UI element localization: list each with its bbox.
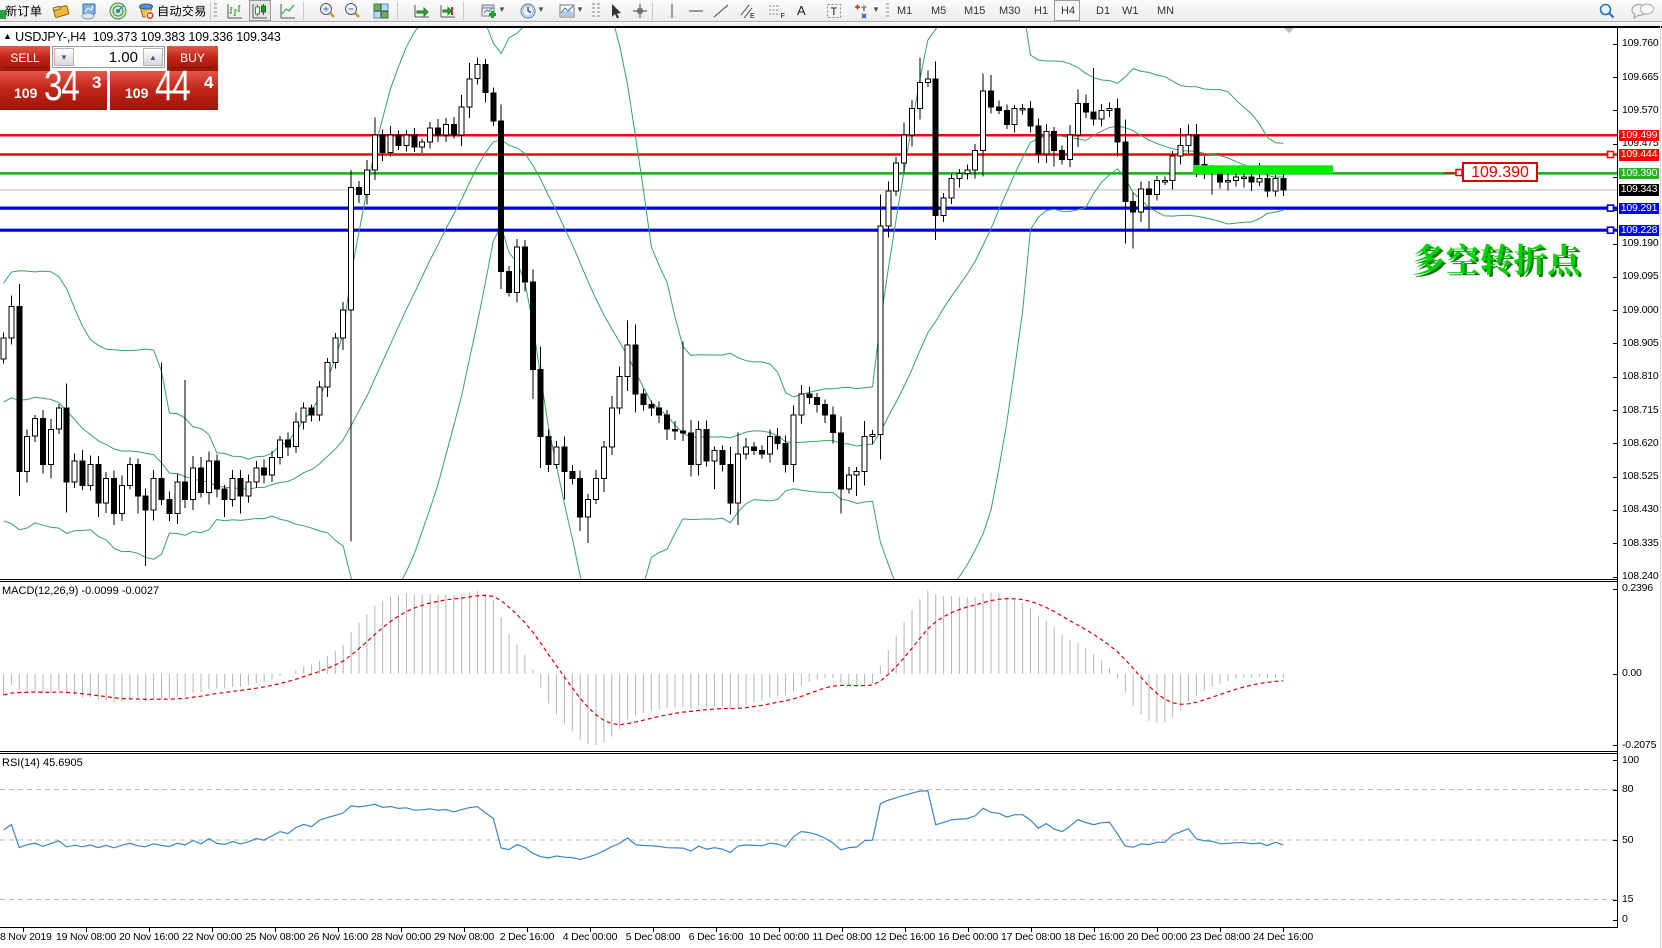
svg-text:E: E — [750, 13, 755, 20]
svg-text:T: T — [831, 6, 838, 18]
svg-text:F: F — [781, 13, 785, 20]
